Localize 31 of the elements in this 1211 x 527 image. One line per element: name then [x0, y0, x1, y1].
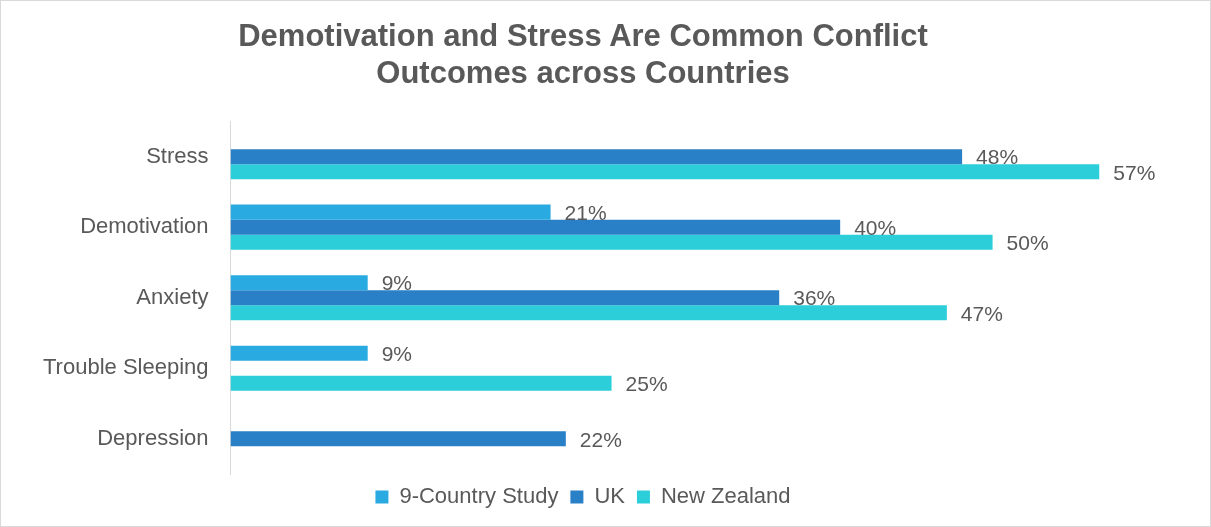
data-label: 57%	[1113, 160, 1156, 184]
data-label: 9%	[381, 271, 413, 295]
bar	[230, 290, 780, 306]
data-label: 22%	[579, 427, 622, 451]
y-tick-label: Stress	[146, 142, 209, 168]
y-tick-label: Depression	[97, 424, 209, 450]
bar	[230, 234, 993, 250]
y-tick-label: Anxiety	[136, 283, 209, 309]
legend-label: 9-Country Study	[399, 483, 559, 509]
data-label: 25%	[625, 372, 668, 396]
bar	[230, 204, 551, 220]
bar	[230, 275, 368, 291]
legend-label: UK	[594, 483, 626, 509]
bar	[230, 375, 612, 391]
bar	[230, 431, 566, 447]
data-label: 50%	[1006, 231, 1049, 255]
y-tick-label: Trouble Sleeping	[43, 354, 209, 380]
data-label: 48%	[976, 145, 1019, 169]
bar	[230, 219, 841, 235]
y-tick-label: Demotivation	[80, 213, 209, 239]
bar	[230, 149, 963, 165]
data-label: 9%	[381, 341, 413, 365]
data-label: 40%	[854, 215, 897, 239]
bar	[230, 164, 1100, 180]
data-label: 47%	[960, 301, 1003, 325]
bar	[230, 345, 368, 361]
data-label: 36%	[793, 286, 836, 310]
legend-label: New Zealand	[660, 483, 791, 509]
data-label: 21%	[564, 200, 607, 224]
chart-title: Demotivation and Stress Are Common Conflict Outcomes across Countries	[238, 18, 928, 91]
bar	[230, 305, 947, 321]
